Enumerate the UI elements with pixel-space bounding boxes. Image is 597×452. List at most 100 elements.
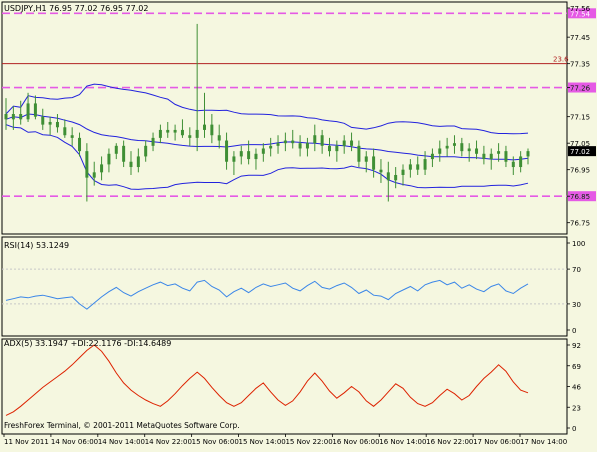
candle-body xyxy=(11,114,15,120)
rsi-axis-label: 100 xyxy=(572,240,585,248)
price-tag-bg xyxy=(568,82,596,93)
candle-body xyxy=(225,140,229,162)
adx-axis-label: 92 xyxy=(572,342,581,350)
time-axis-label: 14 Nov 06:00 xyxy=(51,438,98,446)
time-axis-label: 16 Nov 14:00 xyxy=(379,438,426,446)
candle-body xyxy=(327,145,331,152)
time-axis-label: 15 Nov 06:00 xyxy=(192,438,239,446)
rsi-series xyxy=(2,268,567,310)
adx-axis-label: 46 xyxy=(572,384,581,392)
time-axis-label: 11 Nov 2011 xyxy=(4,438,49,446)
candle-body xyxy=(320,135,324,146)
candle-body xyxy=(416,164,420,170)
candle-body xyxy=(261,148,265,154)
time-axis-label: 14 Nov 14:00 xyxy=(98,438,145,446)
price-tag-label: 76.85 xyxy=(570,193,590,201)
candle-body xyxy=(423,159,427,170)
candle-body xyxy=(475,148,479,154)
candle-body xyxy=(166,129,170,133)
candle-body xyxy=(136,156,140,168)
adx-axis-label: 23 xyxy=(572,404,581,412)
panel-frame-rsi xyxy=(1,236,568,337)
candle-body xyxy=(85,151,89,178)
time-axis-label: 15 Nov 22:00 xyxy=(285,438,332,446)
candle-body xyxy=(232,156,236,162)
candle-body xyxy=(129,161,133,168)
candle-body xyxy=(55,121,59,128)
candle-body xyxy=(41,116,45,125)
price-chart-title: USDJPY,H1 76.95 77.02 76.95 77.02 xyxy=(4,4,148,13)
price-axis-label: 77.26 xyxy=(570,85,591,93)
current-price-tag xyxy=(568,146,596,157)
rsi-axis-label: 30 xyxy=(572,301,581,309)
candle-body xyxy=(33,103,37,117)
candle-body xyxy=(467,148,471,152)
time-axis-label: 17 Nov 06:00 xyxy=(473,438,520,446)
candle-body xyxy=(210,124,214,136)
candle-body xyxy=(195,129,199,138)
price-axis-label: 77.05 xyxy=(570,140,590,148)
adx-line xyxy=(5,344,529,416)
price-axis-label: 77.56 xyxy=(570,5,591,13)
candle-body xyxy=(276,143,280,146)
candle-body xyxy=(254,153,258,160)
time-axis-label: 15 Nov 14:00 xyxy=(239,438,286,446)
copyright-footer: FreshForex Terminal, © 2001-2011 MetaQuo… xyxy=(4,421,240,430)
candle-body xyxy=(291,140,295,144)
price-tag-bg xyxy=(568,191,596,202)
candle-body xyxy=(313,135,317,144)
rsi-axis-label: 0 xyxy=(572,327,576,335)
price-axis-label: 76.85 xyxy=(570,193,590,201)
candle-body xyxy=(298,143,302,149)
adx-title: ADX(5) 33.1947 +DI:22.1176 -DI:14.6489 xyxy=(4,339,171,348)
candle-body xyxy=(151,137,155,146)
candle-body xyxy=(217,135,221,141)
candle-body xyxy=(100,164,104,173)
panel-frame-main xyxy=(1,1,568,235)
candle-body xyxy=(122,145,126,162)
candle-body xyxy=(452,143,456,146)
candle-body xyxy=(430,153,434,160)
candle-body xyxy=(372,156,376,170)
bollinger-middle-band xyxy=(5,113,529,161)
candle-body xyxy=(364,156,368,162)
candle-body xyxy=(203,124,207,130)
fib-level-label: 23.6 xyxy=(553,56,569,64)
candle-body xyxy=(350,140,354,146)
candle-body xyxy=(144,145,148,157)
candle-body xyxy=(511,161,515,168)
price-axis-label: 76.75 xyxy=(570,220,590,228)
rsi-axis-label: 70 xyxy=(572,266,581,274)
rsi-title: RSI(14) 53.1249 xyxy=(4,241,69,250)
panel-frame-adx xyxy=(1,338,568,435)
candle-body xyxy=(497,151,501,154)
candle-body xyxy=(401,169,405,175)
time-axis-label: 14 Nov 22:00 xyxy=(145,438,192,446)
candle-body xyxy=(408,164,412,170)
adx-series xyxy=(5,344,529,416)
candle-body xyxy=(114,145,118,154)
candle-body xyxy=(519,156,523,168)
candle-body xyxy=(70,135,74,138)
adx-axis-label: 0 xyxy=(572,425,576,433)
candle-body xyxy=(526,151,530,157)
candle-body xyxy=(107,153,111,165)
candle-body xyxy=(504,151,508,162)
bollinger-upper-band xyxy=(5,83,529,135)
current-price-label: 77.02 xyxy=(570,148,590,156)
price-tag-label: 77.54 xyxy=(570,10,591,18)
candle-body xyxy=(239,151,243,157)
adx-axis-label: 69 xyxy=(572,363,581,371)
candle-body xyxy=(379,169,383,173)
candle-body xyxy=(335,145,339,152)
candle-body xyxy=(180,129,184,136)
price-axis-label: 77.45 xyxy=(570,34,590,42)
candle-body xyxy=(489,153,493,160)
time-axis-label: 16 Nov 22:00 xyxy=(426,438,473,446)
candle-body xyxy=(173,129,177,133)
rsi-line xyxy=(5,279,529,310)
candle-body xyxy=(247,151,251,160)
candle-body xyxy=(460,143,464,152)
